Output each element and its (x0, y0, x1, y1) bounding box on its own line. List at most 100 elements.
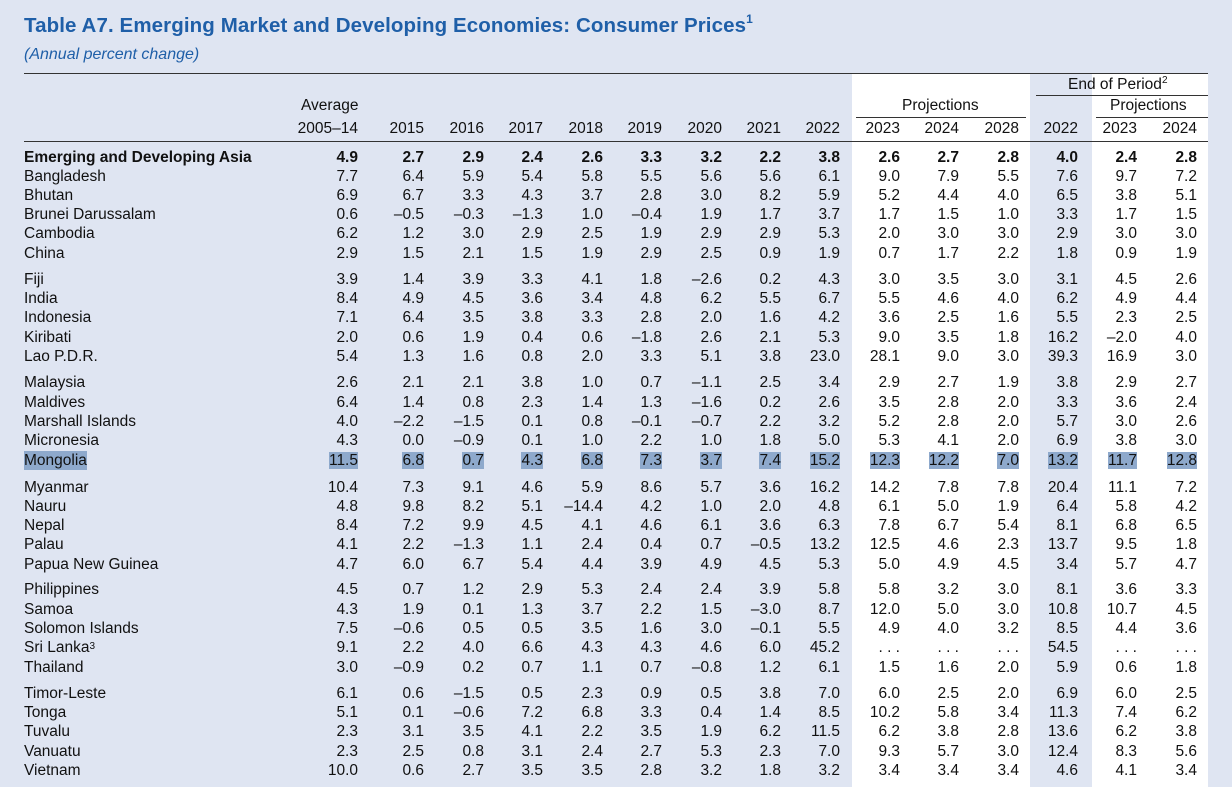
row-label: Samoa (24, 601, 74, 618)
table-cell: 20.4 (1047, 479, 1078, 496)
column-header: 2024 (924, 120, 959, 137)
column-header: 2005–14 (297, 120, 358, 137)
table-cell: 3.4 (997, 762, 1019, 779)
table-cell: 1.9 (462, 329, 484, 346)
table-cell: 7.3 (402, 479, 424, 496)
average-label: Average (301, 97, 359, 114)
table-cell: 1.6 (997, 309, 1019, 326)
table-cell: 2.0 (878, 225, 900, 242)
table-cell: 2.2 (402, 639, 424, 656)
table-cell: 4.3 (818, 271, 840, 288)
table-cell: 1.8 (759, 432, 781, 449)
column-header: 2023 (1102, 120, 1137, 137)
table-cell: 3.8 (1056, 374, 1078, 391)
table-cell: 2.9 (336, 245, 358, 262)
table-cell: 3.6 (521, 290, 543, 307)
table-cell: 11.3 (1048, 704, 1078, 721)
row-label: Tonga (24, 704, 67, 721)
table-cell: 4.0 (997, 187, 1019, 204)
table-cell: 8.4 (336, 517, 358, 534)
table-cell: 4.3 (336, 432, 358, 449)
table-cell: 11.7 (1107, 452, 1137, 469)
table-cell: 3.2 (997, 620, 1019, 637)
table-cell: 2.9 (462, 149, 484, 166)
table-cell: 0.8 (462, 394, 484, 411)
table-cell: 7.9 (937, 168, 959, 185)
table-cell: 9.5 (1115, 536, 1137, 553)
table-cell: 1.8 (997, 329, 1019, 346)
table-cell: 4.5 (521, 517, 543, 534)
table-cell: 8.5 (818, 704, 840, 721)
table-cell: 6.9 (1056, 432, 1078, 449)
table-cell: 4.6 (700, 639, 722, 656)
table-cell: 6.5 (1056, 187, 1078, 204)
table-cell: 2.4 (640, 581, 662, 598)
table-cell: 1.1 (581, 659, 603, 676)
table-cell: 0.0 (402, 432, 424, 449)
table-cell: 2.6 (336, 374, 358, 391)
table-cell: 0.7 (700, 536, 722, 553)
table-cell: 3.5 (462, 309, 484, 326)
table-cell: 10.8 (1047, 601, 1078, 618)
table-cell: 0.7 (402, 581, 424, 598)
table-cell: 3.3 (462, 187, 484, 204)
table-cell: 6.2 (336, 225, 358, 242)
table-cell: 0.7 (878, 245, 900, 262)
table-cell: 23.0 (809, 348, 840, 365)
row-label: Kiribati (24, 329, 72, 346)
table-cell: 3.8 (521, 374, 543, 391)
table-cell: 4.8 (640, 290, 662, 307)
table-cell: 4.1 (1115, 762, 1137, 779)
table-cell: 4.5 (997, 556, 1019, 573)
table-cell: 2.9 (640, 245, 662, 262)
table-cell: 6.1 (878, 498, 900, 515)
table-cell: 7.8 (997, 479, 1019, 496)
table-cell: 0.7 (640, 374, 662, 391)
table-cell: 2.4 (521, 149, 543, 166)
table-cell: 1.7 (878, 206, 900, 223)
table-cell: 1.4 (581, 394, 603, 411)
table-cell: 4.5 (1175, 601, 1197, 618)
table-cell: 3.0 (997, 225, 1019, 242)
table-cell: 2.0 (997, 659, 1019, 676)
table-cell: 4.2 (640, 498, 662, 515)
table-cell: 1.0 (581, 206, 603, 223)
table-cell: 2.5 (581, 225, 603, 242)
table-cell: 6.3 (818, 517, 840, 534)
row-label: Vietnam (24, 762, 81, 779)
table-cell: 3.9 (759, 581, 781, 598)
table-cell: 4.9 (1115, 290, 1137, 307)
table-cell: 4.0 (1175, 329, 1197, 346)
table-cell: 0.7 (640, 659, 662, 676)
table-cell: 7.8 (878, 517, 900, 534)
table-cell: 1.6 (759, 309, 781, 326)
table-cell: 1.6 (937, 659, 959, 676)
table-cell: 1.8 (1175, 659, 1197, 676)
table-cell: 5.6 (700, 168, 722, 185)
table-cell: 2.2 (640, 601, 662, 618)
table-cell: 0.1 (521, 432, 543, 449)
table-cell: 7.4 (1115, 704, 1137, 721)
table-cell: 6.4 (336, 394, 358, 411)
row-label: Vanuatu (24, 743, 81, 760)
table-cell: 2.5 (1175, 685, 1197, 702)
table-cell: 5.9 (462, 168, 484, 185)
table-cell: 6.2 (700, 290, 722, 307)
table-cell: 2.2 (759, 413, 781, 430)
table-cell: 8.7 (818, 601, 840, 618)
table-cell: 6.7 (818, 290, 840, 307)
table-cell: 1.8 (1056, 245, 1078, 262)
table-cell: 3.5 (581, 762, 603, 779)
table-cell: 1.9 (700, 723, 722, 740)
table-cell: 4.5 (462, 290, 484, 307)
table-cell: 1.4 (402, 271, 424, 288)
table-cell: –0.4 (631, 206, 662, 223)
table-cell: 8.2 (759, 187, 781, 204)
row-label: China (24, 245, 65, 262)
table-cell: 2.3 (581, 685, 603, 702)
row-label: Nauru (24, 498, 67, 515)
table-cell: –0.6 (393, 620, 424, 637)
table-cell: –0.9 (453, 432, 484, 449)
table-cell: 6.8 (581, 452, 603, 469)
row-label: Palau (24, 536, 64, 553)
